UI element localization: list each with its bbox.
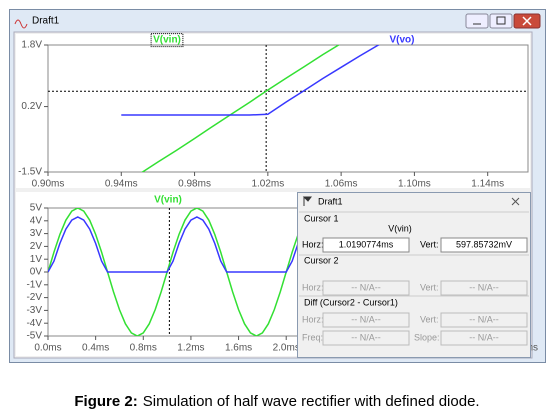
caption-text: Simulation of half wave rectifier with d…	[143, 393, 480, 410]
dialog-text: Horz:	[302, 314, 324, 324]
y-tick-label: -2V	[26, 292, 42, 303]
y-tick-label: 5V	[30, 203, 43, 214]
y-tick-label: 4V	[30, 215, 43, 226]
window-icon	[14, 19, 28, 29]
minimize-button[interactable]	[465, 13, 489, 29]
y-tick-label: 2V	[30, 241, 43, 252]
y-tick-label: 0.2V	[21, 101, 42, 112]
caption: Figure 2: Simulation of half wave rectifi…	[74, 393, 479, 410]
series-line	[121, 45, 380, 116]
dialog-text: Vert:	[420, 282, 439, 292]
dialog-close[interactable]	[511, 197, 520, 206]
x-tick-label: 1.02ms	[251, 179, 284, 190]
value-box	[322, 280, 410, 296]
dialog-text: Cursor 1	[304, 213, 339, 223]
y-tick-label: 0V	[30, 267, 43, 278]
close-glyph	[522, 16, 532, 26]
legend-label: V(vo)	[390, 35, 415, 46]
legend-box	[150, 33, 184, 48]
dialog-text: -- N/A--	[469, 282, 499, 292]
x-tick-label: 0.98ms	[178, 179, 211, 190]
dialog-text: Cursor 2	[304, 255, 339, 265]
y-tick-label: -3V	[26, 305, 42, 316]
dialog-text: -- N/A--	[351, 332, 381, 342]
value-box	[440, 237, 528, 253]
dialog-text: Vert:	[420, 239, 439, 249]
x-tick-label: 1.06ms	[325, 179, 358, 190]
dialog-text: 1.0190774ms	[339, 239, 394, 249]
x-tick-label: 0.94ms	[105, 179, 138, 190]
dialog-text: Freq:	[302, 332, 323, 342]
dialog-text: Horz:	[302, 239, 324, 249]
x-tick-label: 2.0ms	[273, 343, 300, 354]
x-tick-label: 0.4ms	[82, 343, 109, 354]
dialog-text: -- N/A--	[469, 332, 499, 342]
y-tick-label: -4V	[26, 318, 42, 329]
x-tick-label: 0.8ms	[130, 343, 157, 354]
legend-label: V(vin)	[154, 195, 182, 206]
legend-label: V(vin)	[153, 35, 181, 46]
cursor-dialog: Draft1 Cursor 1 V(vin) Horz: 1.0190774ms Vert…	[297, 192, 531, 358]
value-box	[322, 237, 410, 253]
dialog-text: Horz:	[302, 282, 324, 292]
x-tick-label: 1.6ms	[225, 343, 252, 354]
value-box	[440, 330, 528, 346]
dialog-text: -- N/A--	[469, 314, 499, 324]
y-tick-label: 1V	[30, 254, 43, 265]
value-box	[322, 330, 410, 346]
dialog-icon	[302, 196, 312, 206]
dialog-text: Draft1	[318, 196, 343, 206]
y-tick-label: 3V	[30, 228, 43, 239]
dialog-text: Slope:	[414, 332, 440, 342]
plot-lines	[48, 45, 528, 172]
plot-area	[47, 44, 529, 173]
x-tick-label: 0.0ms	[34, 343, 61, 354]
dialog-text: -- N/A--	[351, 282, 381, 292]
y-tick-label: -1V	[26, 279, 42, 290]
x-tick-label: 1.10ms	[398, 179, 431, 190]
value-box	[440, 280, 528, 296]
value-box	[322, 312, 410, 328]
series-line	[141, 45, 341, 172]
x-tick-label: 1.14ms	[471, 179, 504, 190]
dialog-text: 597.85732mV	[456, 239, 512, 249]
dialog-text: Vert:	[420, 314, 439, 324]
x-tick-label: 1.2ms	[177, 343, 204, 354]
dialog-frame	[297, 192, 531, 358]
maximize-button[interactable]	[489, 13, 513, 29]
maximize-glyph	[496, 16, 506, 25]
caption-label: Figure 2:	[74, 393, 137, 410]
value-box	[440, 312, 528, 328]
dialog-text: V(vin)	[388, 223, 412, 233]
window-title: Draft1	[32, 16, 60, 27]
y-tick-label: 1.8V	[21, 40, 42, 51]
x-tick-label: 0.90ms	[32, 179, 65, 190]
dialog-text: -- N/A--	[351, 314, 381, 324]
dialog-text: Diff (Cursor2 - Cursor1)	[304, 297, 398, 307]
y-tick-label: -1.5V	[18, 167, 42, 178]
y-tick-label: -5V	[26, 331, 42, 342]
